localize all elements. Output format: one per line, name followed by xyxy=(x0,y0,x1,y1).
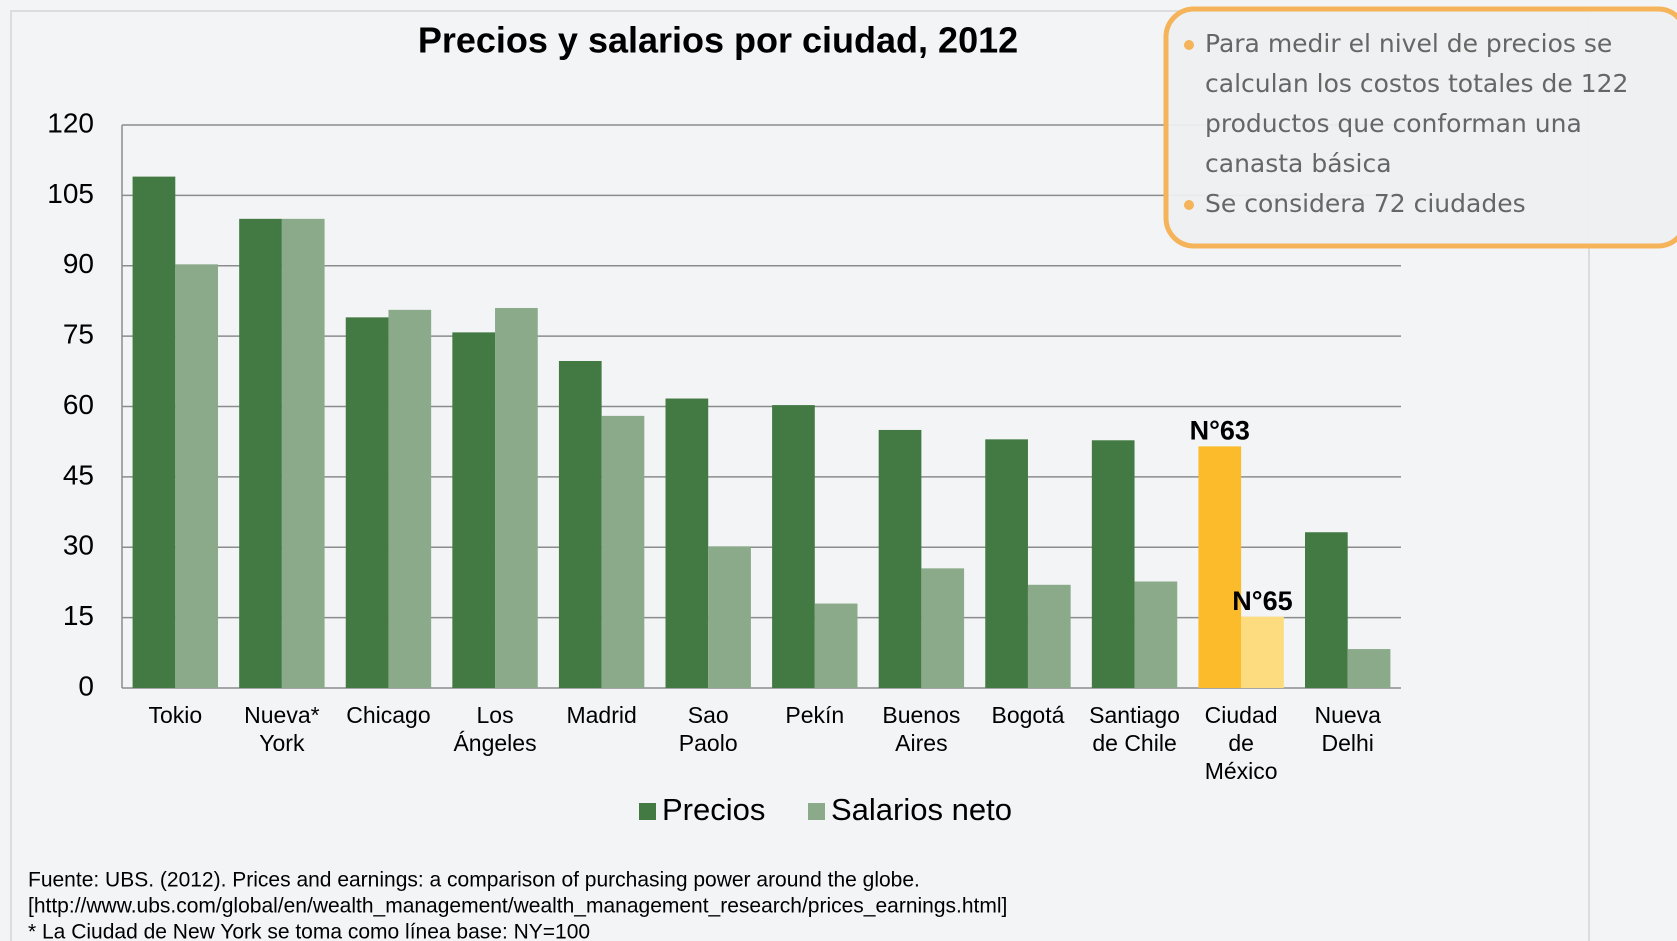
note-text: calculan los costos totales de 122 xyxy=(1205,69,1628,98)
x-tick-label: Chicago xyxy=(346,702,430,728)
annotation: N°65 xyxy=(1232,586,1292,616)
y-tick-label: 45 xyxy=(63,459,94,490)
x-tick-label: de Chile xyxy=(1092,730,1176,756)
note-text: canasta básica xyxy=(1205,149,1392,178)
x-tick-label: Nueva xyxy=(1314,702,1381,728)
legend-label: Precios xyxy=(662,792,765,827)
bar xyxy=(175,264,218,688)
source: Fuente: UBS. (2012). Prices and earnings… xyxy=(28,869,920,892)
note-box xyxy=(1163,6,1677,249)
bar xyxy=(601,415,645,688)
bar xyxy=(132,176,176,688)
bar xyxy=(558,360,602,688)
y-tick-label: 60 xyxy=(63,389,94,420)
x-tick-label: Tokio xyxy=(148,702,202,728)
x-tick-label: Ciudad xyxy=(1205,702,1278,728)
x-tick-label: Sao xyxy=(688,702,729,728)
note-text: productos que conforman una xyxy=(1205,109,1582,138)
bar xyxy=(495,307,538,688)
y-tick-label: 105 xyxy=(47,178,94,209)
x-tick-label: Nueva* xyxy=(244,702,319,728)
legend-label: Salarios neto xyxy=(831,792,1012,827)
legend-swatch xyxy=(808,803,825,820)
x-tick-label: Madrid xyxy=(566,702,636,728)
y-tick-label: 30 xyxy=(63,530,94,561)
x-tick-label: Paolo xyxy=(679,730,738,756)
source: * La Ciudad de New York se toma como lín… xyxy=(28,921,590,941)
bar xyxy=(878,429,922,688)
x-tick-label: Pekín xyxy=(785,702,844,728)
bar xyxy=(921,568,965,688)
note-text: Para medir el nivel de precios se xyxy=(1205,29,1612,58)
y-tick-label: 15 xyxy=(63,600,94,631)
x-tick-label: Santiago xyxy=(1089,702,1180,728)
y-tick-label: 75 xyxy=(63,319,94,350)
y-tick-label: 0 xyxy=(78,670,94,701)
bar xyxy=(814,603,858,688)
bullet xyxy=(1184,40,1194,50)
bar xyxy=(985,439,1028,688)
source: [http://www.ubs.com/global/en/wealth_man… xyxy=(28,895,1007,918)
bar xyxy=(452,332,496,688)
bar xyxy=(1027,584,1071,688)
x-tick-label: Aires xyxy=(895,730,947,756)
bar xyxy=(1241,616,1284,688)
x-tick-label: York xyxy=(259,730,305,756)
bar xyxy=(1305,532,1348,688)
bar xyxy=(1134,581,1178,688)
bar xyxy=(1198,446,1242,688)
x-tick-label: Los xyxy=(476,702,513,728)
x-tick-label: Ángeles xyxy=(453,730,536,756)
x-tick-label: Bogotá xyxy=(992,702,1065,728)
bar xyxy=(345,317,389,688)
bar xyxy=(388,309,432,688)
chart-title: Precios y salarios por ciudad, 2012 xyxy=(418,20,1018,61)
bullet xyxy=(1184,200,1194,210)
y-tick-label: 120 xyxy=(47,107,94,138)
bar xyxy=(708,546,751,688)
x-tick-label: Delhi xyxy=(1321,730,1373,756)
bar xyxy=(665,398,709,688)
bar xyxy=(1347,649,1391,688)
bar xyxy=(1091,440,1135,688)
bar xyxy=(772,405,815,688)
x-tick-label: de xyxy=(1228,730,1254,756)
legend-swatch xyxy=(639,803,656,820)
annotation: N°63 xyxy=(1190,416,1250,446)
bar xyxy=(239,218,282,689)
bar xyxy=(281,218,325,689)
y-tick-label: 90 xyxy=(63,248,94,279)
note-text: Se considera 72 ciudades xyxy=(1205,189,1526,218)
x-tick-label: Buenos xyxy=(882,702,960,728)
x-tick-label: México xyxy=(1205,758,1278,784)
